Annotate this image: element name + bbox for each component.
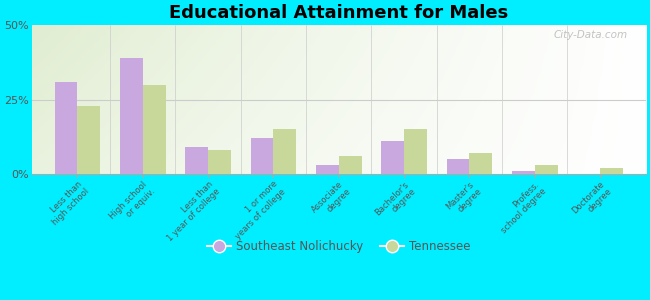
Bar <box>469 153 492 174</box>
Bar <box>382 141 404 174</box>
Bar <box>77 106 100 174</box>
Bar <box>120 58 143 174</box>
Bar <box>316 165 339 174</box>
Bar <box>143 85 166 174</box>
Bar <box>250 138 274 174</box>
Legend: Southeast Nolichucky, Tennessee: Southeast Nolichucky, Tennessee <box>203 235 475 257</box>
Bar <box>535 165 558 174</box>
Bar <box>208 150 231 174</box>
Bar <box>274 129 296 174</box>
Bar <box>339 156 361 174</box>
Text: City-Data.com: City-Data.com <box>553 30 627 40</box>
Bar <box>55 82 77 174</box>
Bar <box>512 171 535 174</box>
Bar <box>404 129 427 174</box>
Bar <box>447 159 469 174</box>
Bar <box>600 168 623 174</box>
Bar <box>185 147 208 174</box>
Title: Educational Attainment for Males: Educational Attainment for Males <box>169 4 508 22</box>
